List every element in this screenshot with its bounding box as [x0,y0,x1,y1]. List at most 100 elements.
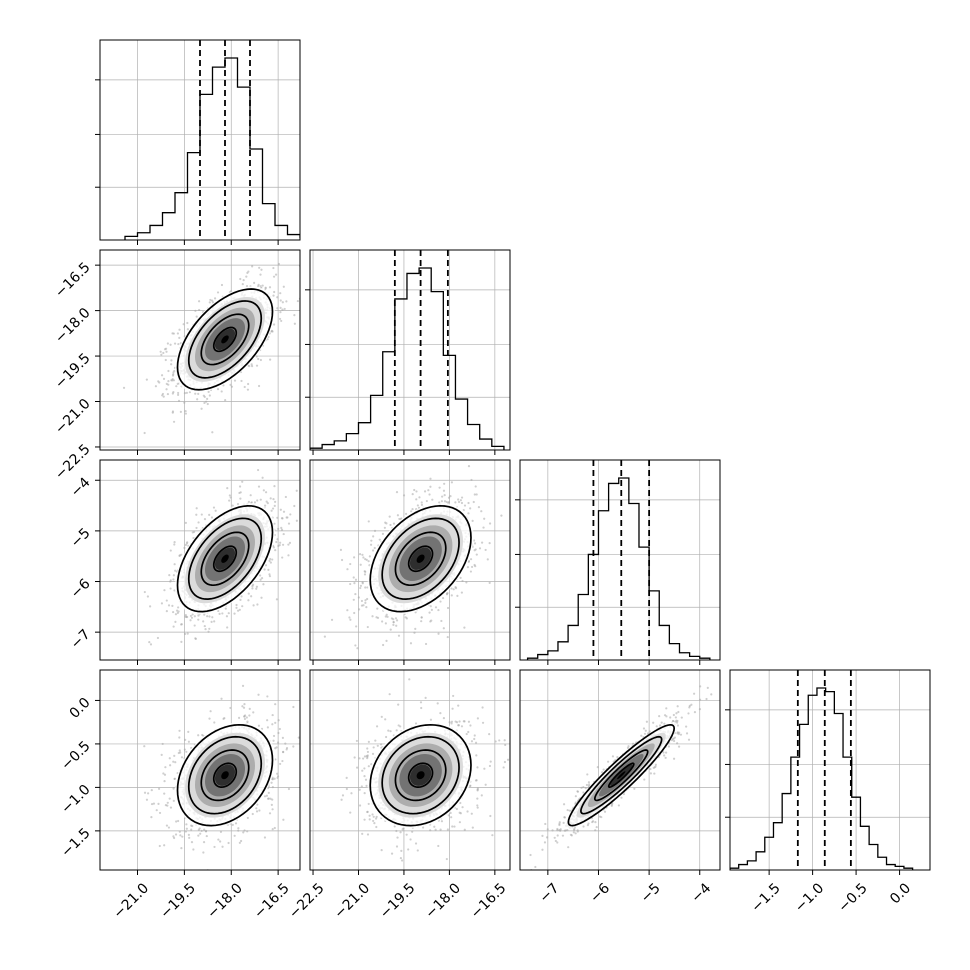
scatter-point [281,556,284,559]
scatter-point [161,394,164,397]
scatter-point [460,496,464,499]
scatter-point [184,412,187,415]
scatter-point [273,504,276,507]
scatter-point [246,388,250,391]
scatter-point [195,526,198,530]
scatter-point [220,283,224,287]
scatter-point [173,589,176,592]
scatter-point [209,710,212,713]
scatter-point [447,500,451,504]
scatter-point [238,485,242,488]
scatter-point [304,282,306,284]
scatter-point [287,543,290,546]
scatter-point [250,364,254,368]
scatter-point [219,830,223,833]
scatter-point [174,833,178,836]
scatter-point [167,383,170,386]
contour-line [200,313,250,366]
scatter-point [166,342,169,345]
scatter-point [194,637,197,640]
scatter-point [352,576,355,579]
scatter-point [392,522,396,525]
scatter-point [410,510,413,513]
scatter-point [420,616,423,619]
scatter-point [160,353,163,356]
scatter-point [271,507,275,510]
scatter-point [183,391,187,395]
scatter-point [211,616,214,619]
scatter-point [163,844,166,847]
scatter-point [172,420,176,423]
scatter-point [175,385,178,388]
scatter-point [188,836,191,839]
scatter-point [229,383,232,386]
scatter-point [185,391,188,394]
scatter-point [483,517,486,520]
contour-line [200,531,250,587]
scatter-point [145,798,149,801]
scatter-point [365,558,368,561]
scatter-point [271,786,274,789]
scatter-point [269,497,272,500]
scatter-point [265,794,268,797]
scatter-point [373,546,376,550]
scatter-point [255,810,259,813]
scatter-point [259,358,262,362]
scatter-point [185,454,187,456]
scatter-point [427,489,430,492]
scatter-point [191,613,194,616]
scatter-point [222,384,225,387]
scatter-point [340,558,344,562]
scatter-point [376,607,379,610]
scatter-point [241,605,244,608]
scatter-point [429,485,432,488]
scatter-point [149,605,152,608]
scatter-point [226,486,229,490]
scatter-point [167,604,171,607]
scatter-point [386,615,389,618]
panels-group [95,39,931,875]
scatter-point [242,831,245,834]
scatter-point [280,528,284,531]
scatter-point [281,543,285,546]
scatter-point [488,541,491,545]
scatter-point [173,342,177,345]
scatter-point [239,598,242,601]
contour-line [407,545,434,573]
scatter-point [354,578,358,581]
scatter-point [259,578,262,581]
scatter-point [176,332,179,335]
scatter-point [230,385,234,388]
scatter-point [255,587,258,590]
scatter-point [149,643,153,646]
scatter-point [160,753,163,756]
scatter-point [277,527,280,530]
scatter-point [246,720,249,723]
contour-line [187,300,263,379]
scatter-point [184,409,187,413]
scatter-point [384,615,387,618]
scatter-point [274,549,277,552]
scatter-point [210,620,213,623]
scatter-point [166,801,169,804]
panel-3-0 [100,670,300,870]
density-peak [221,554,229,563]
scatter-point [259,498,262,501]
scatter-point [208,615,211,618]
scatter-point [176,611,179,615]
panel-2-1 [310,460,510,660]
scatter-point [266,695,269,698]
scatter-point [197,392,200,395]
scatter-point [467,465,471,468]
scatter-point [284,742,287,745]
panel-frame [309,459,511,661]
scatter-point [231,504,234,507]
scatter-point [366,586,369,589]
scatter-point [460,591,463,594]
density-peak [221,335,229,344]
scatter-point [239,839,243,843]
scatter-point [257,357,260,361]
scatter-point [281,301,284,304]
scatter-point [207,390,210,393]
scatter-point [190,824,193,827]
